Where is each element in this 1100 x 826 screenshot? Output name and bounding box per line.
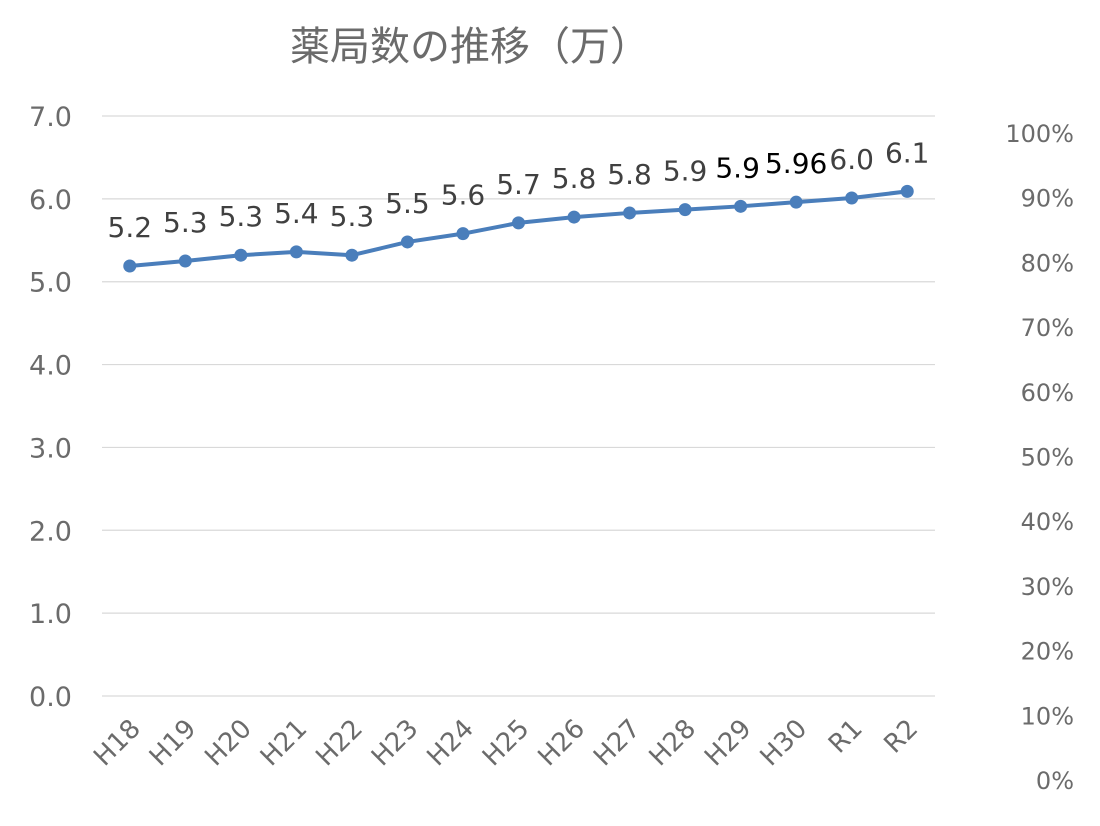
data-point (123, 259, 137, 273)
y-tick-label: 1.0 (29, 599, 72, 630)
data-label: 5.6 (441, 179, 486, 212)
y-tick-label: 0.0 (29, 682, 72, 713)
data-label: 5.3 (219, 200, 264, 233)
data-point (567, 210, 581, 224)
data-point (900, 184, 914, 198)
data-point (345, 248, 359, 262)
y2-tick-label: 0% (1036, 767, 1074, 795)
chart-title: 薬局数の推移（万） (290, 24, 650, 70)
x-tick-label: R2 (878, 714, 924, 760)
y-tick-label: 7.0 (29, 102, 72, 133)
y-tick-label: 4.0 (29, 351, 72, 382)
y2-tick-label: 30% (1021, 573, 1074, 601)
secondary-y-axis-tick-labels: 0% 10% 20% 30% 40% 50% 60% 70% 80% 90% 100% (1005, 120, 1074, 795)
y-axis-tick-labels: 0.0 1.0 2.0 3.0 4.0 5.0 6.0 7.0 (29, 102, 72, 713)
data-label: 5.8 (552, 162, 597, 195)
data-point (234, 248, 248, 262)
x-tick-label: H27 (588, 714, 646, 772)
data-point (623, 206, 637, 220)
y2-tick-label: 10% (1021, 702, 1074, 730)
data-point (512, 216, 525, 230)
x-tick-label: H20 (199, 714, 257, 772)
data-point (734, 199, 748, 213)
x-tick-label: H22 (310, 714, 368, 772)
y2-tick-label: 50% (1021, 444, 1074, 472)
data-label: 6.0 (829, 143, 874, 176)
data-label: 5.4 (274, 197, 319, 230)
data-point (789, 195, 803, 209)
x-tick-label: H23 (366, 714, 424, 772)
x-tick-label: H28 (644, 714, 702, 772)
data-point (178, 254, 192, 268)
data-label: 5.7 (496, 168, 541, 201)
y2-tick-label: 100% (1005, 120, 1074, 148)
x-tick-label: H29 (699, 714, 757, 772)
data-label: 5.9 (663, 155, 708, 188)
x-tick-label: H30 (755, 714, 813, 772)
y2-tick-label: 20% (1021, 638, 1074, 666)
data-point (456, 227, 470, 241)
data-point (289, 245, 303, 259)
y-tick-label: 5.0 (29, 268, 72, 299)
y2-tick-label: 70% (1021, 314, 1074, 342)
data-label: 5.96 (765, 147, 827, 180)
y2-tick-label: 90% (1021, 185, 1074, 213)
data-label: 5.2 (108, 211, 153, 244)
x-tick-label: H24 (421, 714, 479, 772)
data-label: 5.9 (715, 151, 760, 184)
y-tick-label: 3.0 (29, 433, 72, 464)
x-tick-label: H25 (477, 714, 535, 772)
data-labels: 5.2 5.3 5.3 5.4 5.3 5.5 5.6 5.7 5.8 5.8 5.9 5.9 5.96… (108, 136, 930, 244)
data-label: 5.3 (163, 206, 208, 239)
y2-tick-label: 80% (1021, 249, 1074, 277)
x-tick-label: R1 (823, 714, 869, 760)
data-label: 6.1 (885, 136, 930, 169)
x-tick-label: H21 (255, 714, 313, 772)
y-tick-label: 6.0 (29, 185, 72, 216)
y2-tick-label: 40% (1021, 508, 1074, 536)
x-tick-label: H18 (88, 714, 146, 772)
y-tick-label: 2.0 (29, 516, 72, 547)
data-point (400, 235, 414, 249)
gridlines (102, 115, 935, 697)
data-point (845, 191, 859, 205)
x-tick-label: H26 (533, 714, 591, 772)
y2-tick-label: 60% (1021, 379, 1074, 407)
data-point (678, 203, 692, 217)
data-label: 5.3 (330, 200, 375, 233)
data-label: 5.8 (607, 158, 652, 191)
data-label: 5.5 (385, 187, 430, 220)
x-tick-label: H19 (144, 714, 202, 772)
data-points (123, 184, 914, 273)
